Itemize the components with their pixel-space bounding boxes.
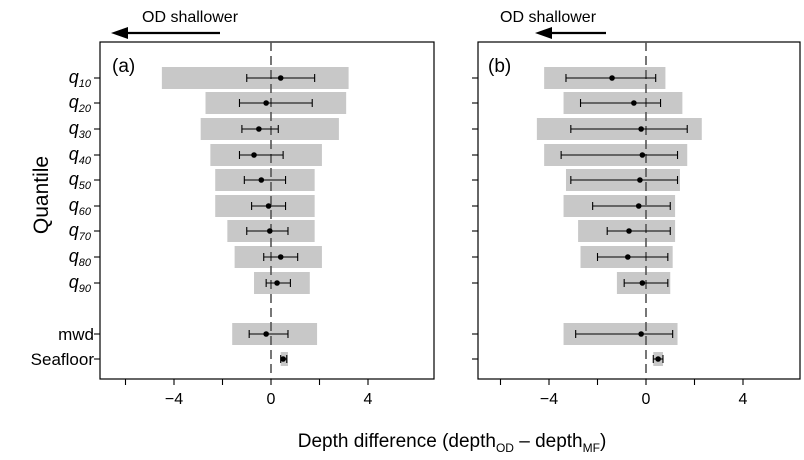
panel-a-median-point	[263, 331, 269, 337]
panel-b-median-point	[639, 280, 646, 286]
panel-b-median-point	[625, 254, 631, 260]
panel-a-median-point	[277, 75, 284, 81]
panel-b-marks	[560, 74, 688, 363]
category-label: q70	[69, 220, 92, 243]
panel-b-ticks: −4 0 4	[472, 77, 748, 408]
category-label: q30	[69, 118, 92, 141]
panel-a-median-point	[277, 254, 284, 260]
category-label: mwd	[58, 325, 94, 344]
panel-b-x-tick-label: 4	[739, 391, 748, 408]
panel-a-x-tick-label: 4	[364, 391, 373, 408]
panel-b-median-point	[639, 152, 646, 158]
panel-a-median-point	[263, 100, 269, 106]
panel-b-bars	[536, 67, 702, 366]
panel-a: −4 0 4 (a)	[94, 41, 435, 408]
panel-b-median-point	[655, 356, 661, 362]
annotation-a-text: OD shallower	[142, 9, 239, 26]
panel-b-label: (b)	[488, 56, 511, 77]
panel-b-median-point	[635, 203, 642, 209]
panel-a-label: (a)	[112, 56, 135, 77]
category-label: q50	[69, 169, 92, 192]
annotation-b-text: OD shallower	[500, 9, 597, 26]
category-label: q40	[69, 144, 92, 167]
annotation-a: OD shallower	[111, 9, 239, 39]
panel-a-median-point	[266, 228, 273, 234]
panel-b-median-point	[637, 177, 643, 183]
arrow-left-icon	[535, 27, 552, 39]
panel-b-median-point	[631, 100, 637, 106]
panel-b-median-point	[638, 331, 644, 337]
panel-b: −4 0 4 (b)	[472, 41, 801, 408]
arrow-left-icon	[111, 27, 128, 39]
panel-a-ticks: −4 0 4	[94, 77, 373, 408]
panel-b-x-tick-label: −4	[540, 391, 558, 408]
category-label: q90	[69, 272, 92, 295]
panel-a-median-point	[274, 280, 280, 286]
panel-b-median-point	[609, 75, 615, 81]
panel-a-bars	[161, 67, 349, 366]
category-label: q10	[69, 67, 92, 90]
annotation-b: OD shallower	[500, 9, 606, 39]
category-label: q20	[69, 92, 92, 115]
category-label: q80	[69, 246, 92, 269]
panel-b-median-point	[638, 126, 644, 132]
x-axis-label: Depth difference (depthOD – depthMF)	[298, 431, 607, 455]
panel-a-median-point	[280, 356, 286, 362]
panel-a-median-point	[265, 203, 272, 209]
panel-a-median-point	[258, 177, 265, 183]
panel-a-frame	[99, 41, 435, 380]
category-label: q60	[69, 195, 92, 218]
panel-a-median-point	[251, 152, 257, 158]
panel-a-marks	[238, 74, 316, 363]
panel-b-x-tick-label: 0	[642, 391, 651, 408]
panel-b-median-point	[626, 228, 632, 234]
panel-a-x-tick-label: −4	[165, 391, 183, 408]
panel-a-median-point	[256, 126, 262, 132]
category-label: Seafloor	[31, 350, 95, 369]
panel-b-frame	[477, 41, 801, 380]
y-axis-label: Quantile	[30, 156, 53, 234]
panel-a-x-tick-label: 0	[267, 391, 276, 408]
